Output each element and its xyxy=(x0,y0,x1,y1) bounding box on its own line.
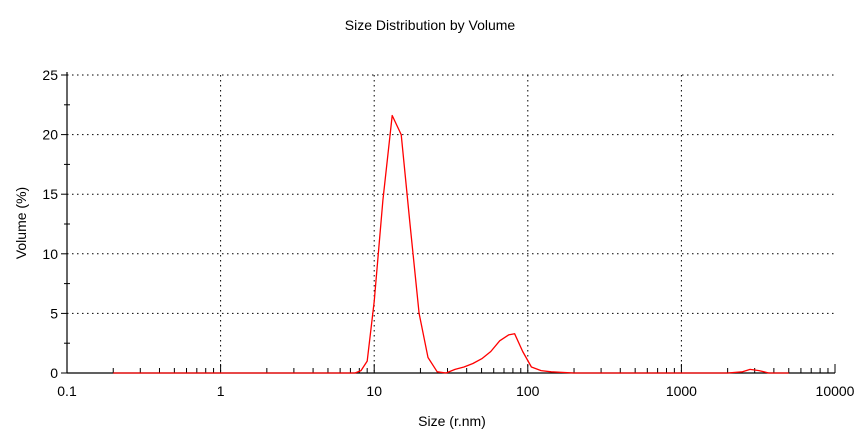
chart-title: Size Distribution by Volume xyxy=(345,17,516,33)
y-axis-label: Volume (%) xyxy=(13,187,29,259)
x-tick-label: 100 xyxy=(516,383,540,399)
axes xyxy=(66,72,835,374)
y-tick-label: 5 xyxy=(50,305,58,321)
y-tick-label: 10 xyxy=(42,246,58,262)
x-axis-label: Size (r.nm) xyxy=(418,413,486,429)
x-tick-label: 1 xyxy=(217,383,225,399)
x-tick-label: 10 xyxy=(366,383,382,399)
distribution-line xyxy=(113,114,789,374)
axis-ticks xyxy=(61,74,836,374)
grid-lines xyxy=(67,74,835,374)
x-tick-label: 10000 xyxy=(816,383,855,399)
series-layer xyxy=(113,114,789,374)
y-tick-label: 25 xyxy=(42,67,58,83)
tick-labels: 0.1 1 10 100 1000 10000 0 5 10 15 20 25 xyxy=(42,67,854,399)
x-tick-label: 0.1 xyxy=(57,383,77,399)
y-tick-label: 0 xyxy=(50,365,58,381)
y-tick-label: 15 xyxy=(42,186,58,202)
y-tick-label: 20 xyxy=(42,127,58,143)
x-tick-label: 1000 xyxy=(666,383,697,399)
